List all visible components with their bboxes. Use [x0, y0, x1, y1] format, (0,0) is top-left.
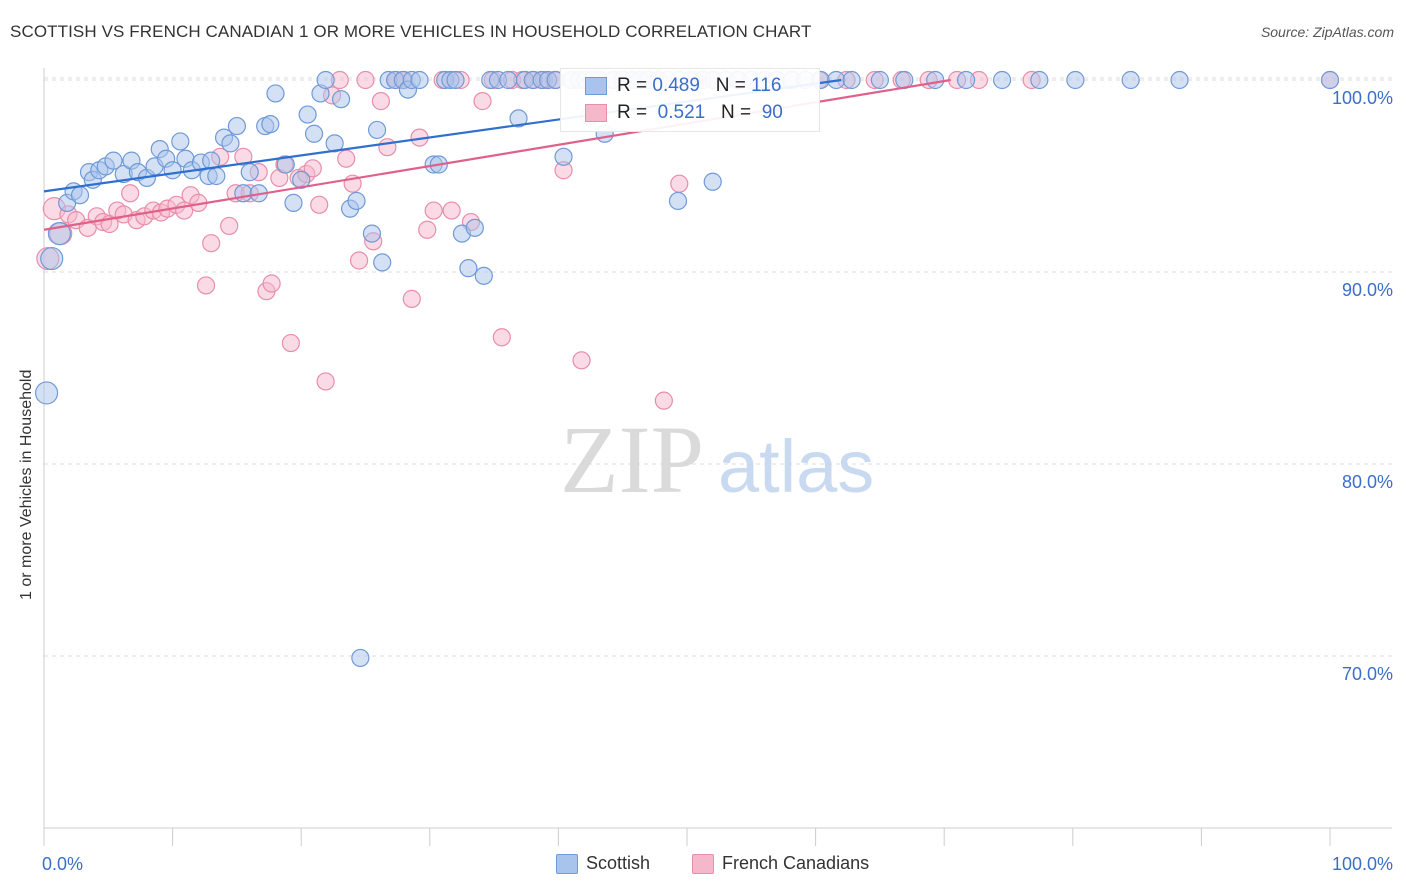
x-tick-label-max: 100.0% — [1332, 854, 1393, 874]
french-n-value: 90 — [761, 102, 783, 123]
x-tick-label-min: 0.0% — [42, 854, 83, 874]
scottish-n-label: N = — [715, 75, 752, 96]
french-point — [310, 195, 329, 214]
scottish-r-value: 0.489 — [652, 75, 700, 96]
french-point — [316, 372, 335, 391]
scottish-point — [842, 70, 861, 90]
scottish-point — [373, 253, 392, 272]
scottish-point — [316, 70, 335, 90]
scottish-point — [234, 184, 253, 203]
scottish-point — [34, 381, 59, 405]
scottish-point — [870, 70, 890, 90]
scottish-point — [956, 70, 976, 90]
scottish-point — [347, 191, 366, 211]
scottish-point — [459, 259, 478, 278]
scottish-point — [1320, 70, 1340, 90]
scottish-point — [509, 109, 528, 128]
scottish-point — [221, 134, 240, 153]
scottish-point — [1030, 70, 1049, 90]
bottom-scottish-label: Scottish — [586, 853, 651, 873]
french-point — [418, 220, 437, 239]
french-point — [281, 333, 301, 353]
french-point — [424, 201, 443, 220]
scottish-point — [446, 70, 465, 90]
scottish-point — [1170, 70, 1189, 90]
french-point — [234, 147, 253, 166]
scottish-point — [499, 70, 518, 90]
y-tick-label: 90.0% — [1342, 280, 1393, 300]
french-n-label: N = — [721, 102, 757, 123]
scottish-point — [40, 246, 64, 271]
y-axis-title: 1 or more Vehicles in Household — [18, 369, 35, 600]
scottish-point — [207, 166, 226, 186]
chart-title: SCOTTISH VS FRENCH CANADIAN 1 OR MORE VE… — [10, 22, 812, 41]
scottish-point — [284, 193, 303, 212]
french-point — [654, 391, 673, 410]
source-label: Source: ZipAtlas.com — [1260, 24, 1394, 40]
french-point — [371, 92, 391, 111]
scottish-swatch — [585, 77, 607, 95]
french-point — [196, 276, 216, 295]
french-point — [572, 351, 591, 370]
french-r-value: 0.521 — [657, 102, 706, 123]
scottish-point — [926, 70, 945, 90]
scottish-point — [1121, 70, 1140, 90]
french-point — [303, 159, 322, 178]
scottish-point — [992, 70, 1012, 90]
french-point — [473, 92, 492, 111]
scottish-point — [554, 147, 573, 166]
french-point — [442, 201, 461, 220]
french-r-label: R = — [617, 102, 653, 123]
scottish-point — [703, 172, 722, 191]
french-point — [262, 274, 281, 293]
french-point — [670, 174, 689, 193]
scottish-n-value: 116 — [751, 75, 782, 96]
french-point — [220, 216, 239, 236]
scottish-point — [362, 224, 382, 243]
watermark-atlas: atlas — [718, 425, 874, 508]
scottish-point — [668, 191, 688, 211]
bottom-scottish-swatch — [556, 854, 578, 874]
y-tick-label: 100.0% — [1332, 88, 1393, 108]
scottish-point — [410, 70, 429, 90]
french-point — [202, 234, 221, 253]
scottish-point — [104, 151, 123, 170]
french-point — [492, 328, 511, 347]
scottish-point — [70, 186, 90, 205]
french-point — [349, 251, 369, 270]
bottom-french-swatch — [692, 854, 714, 874]
scottish-point — [276, 155, 295, 174]
scottish-point — [1066, 70, 1085, 90]
scottish-point — [465, 218, 484, 237]
scottish-point — [266, 84, 285, 103]
stats-legend: R = 0.489 N = 116 R = 0.521 N = 90 — [560, 68, 820, 132]
y-tick-label: 80.0% — [1342, 472, 1393, 492]
scottish-point — [202, 151, 221, 170]
french-swatch — [585, 104, 607, 122]
french-point — [121, 184, 140, 203]
scottish-point — [227, 116, 246, 136]
scottish-point — [240, 163, 259, 182]
scottish-point — [367, 120, 387, 140]
french-point — [356, 70, 375, 90]
french-point — [402, 289, 421, 308]
scottish-r-label: R = — [617, 75, 653, 96]
scottish-point — [331, 90, 351, 109]
scottish-point — [171, 132, 190, 151]
french-point — [337, 149, 356, 168]
y-tick-label: 70.0% — [1342, 664, 1393, 684]
scottish-point — [304, 124, 324, 143]
scottish-point — [351, 648, 370, 668]
watermark-zip: ZIP — [560, 406, 704, 513]
bottom-french-label: French Canadians — [722, 853, 870, 873]
scottish-point — [474, 266, 493, 285]
french-point — [378, 138, 397, 157]
scottish-point — [298, 105, 317, 124]
scottish-point — [261, 115, 280, 134]
